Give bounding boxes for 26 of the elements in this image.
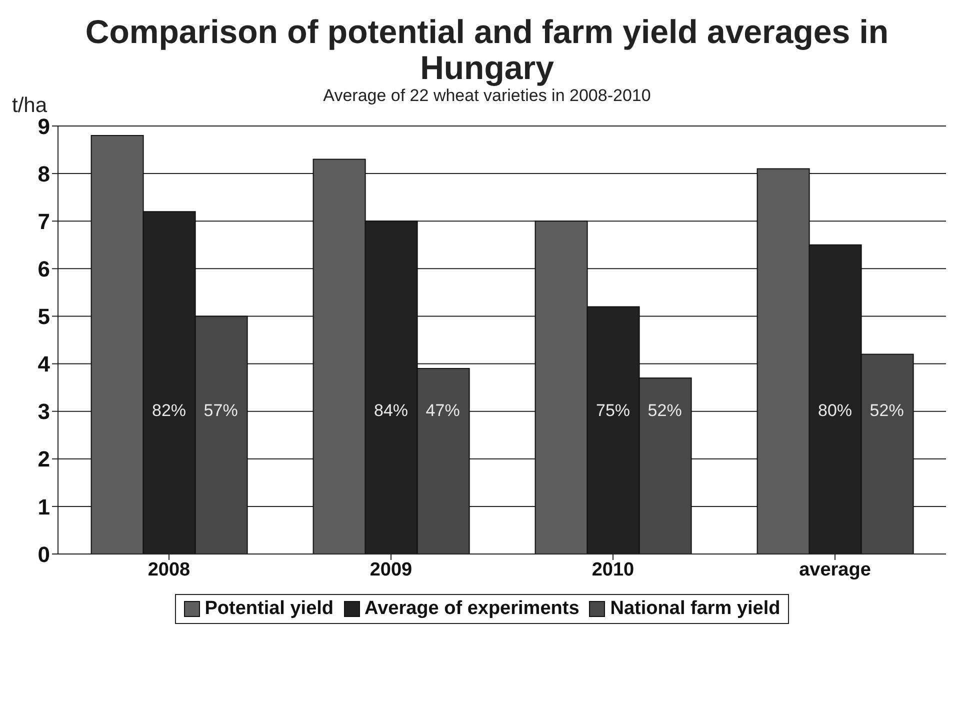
annotation: 47% xyxy=(426,400,460,420)
annotation: 52% xyxy=(870,400,904,420)
y-tick-label: 6 xyxy=(38,256,50,282)
annotation: 80% xyxy=(818,400,852,420)
x-tick-label: average xyxy=(799,559,871,580)
annotation: 84% xyxy=(374,400,408,420)
annotation: 82% xyxy=(152,400,186,420)
chart-title: Comparison of potential and farm yield averages in Hungary xyxy=(84,12,890,86)
y-tick-label: 4 xyxy=(38,352,51,377)
legend-label: Potential yield xyxy=(204,598,334,620)
x-tick-label: 2008 xyxy=(148,559,190,580)
y-tick-label: 1 xyxy=(38,494,50,520)
x-tick-label: 2010 xyxy=(592,559,634,580)
y-tick-label: 7 xyxy=(38,208,50,234)
legend-label: Average of experiments xyxy=(364,598,580,620)
y-tick-label: 3 xyxy=(38,399,50,424)
annotation: 52% xyxy=(648,400,682,420)
y-tick-label: 5 xyxy=(38,304,50,330)
y-tick-label: 0 xyxy=(38,542,50,567)
y-tick-label: 8 xyxy=(38,161,50,186)
annotation: 57% xyxy=(204,400,238,420)
x-tick-label: 2009 xyxy=(370,559,412,580)
legend-label: National farm yield xyxy=(609,598,780,620)
annotation: 75% xyxy=(596,400,630,420)
y-tick-label: 2 xyxy=(38,446,50,472)
chart-subtitle: Average of 22 wheat varieties in 2008-2010 xyxy=(323,86,651,105)
